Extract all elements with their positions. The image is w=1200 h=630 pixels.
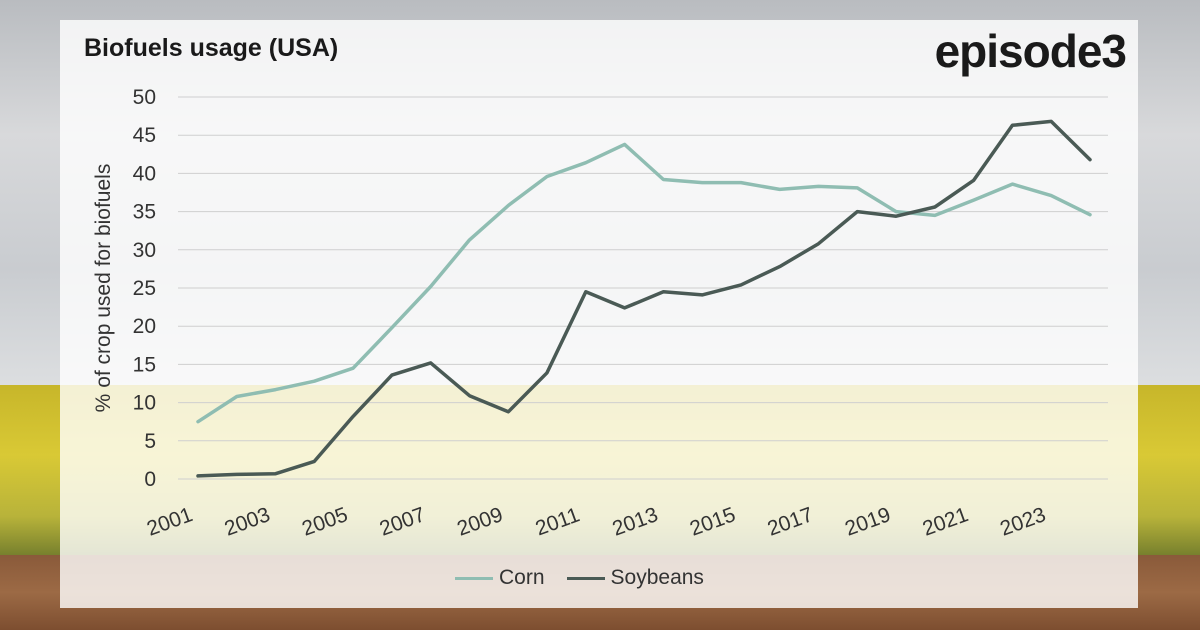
legend-swatch-soybeans: [566, 576, 605, 580]
legend: Corn Soybeans: [455, 566, 726, 590]
legend-item-soybeans: Soybeans: [566, 566, 704, 590]
x-tick-label-2013: 2013: [609, 503, 661, 541]
y-tick-label-45: 45: [133, 124, 156, 147]
y-tick-label-40: 40: [133, 162, 156, 185]
y-axis-label: % of crop used for biofuels: [92, 164, 115, 413]
y-tick-label-20: 20: [133, 315, 156, 338]
legend-label-corn: Corn: [499, 566, 545, 589]
y-tick-label-50: 50: [133, 86, 156, 109]
series-line-corn: [196, 142, 1092, 424]
y-tick-label-15: 15: [133, 353, 156, 376]
chart-panel: [60, 20, 1138, 608]
brand-logo: episode3: [934, 25, 1127, 77]
legend-swatch-corn: [455, 576, 493, 580]
x-tick-label-2023: 2023: [997, 503, 1049, 541]
y-tick-label-25: 25: [133, 277, 156, 300]
y-tick-label-0: 0: [144, 468, 156, 491]
y-tick-label-30: 30: [133, 239, 156, 262]
legend-item-corn: Corn: [455, 566, 545, 590]
x-tick-label-2001: 2001: [144, 503, 196, 541]
x-tick-label-2017: 2017: [764, 503, 816, 541]
x-tick-label-2019: 2019: [842, 503, 894, 541]
x-tick-label-2021: 2021: [920, 503, 972, 541]
x-tick-label-2009: 2009: [454, 503, 506, 541]
x-tick-label-2007: 2007: [377, 503, 429, 541]
y-tick-label-5: 5: [144, 430, 156, 453]
legend-label-soybeans: Soybeans: [610, 566, 704, 589]
y-tick-label-35: 35: [133, 201, 156, 224]
chart-title: Biofuels usage (USA): [84, 34, 339, 62]
series-line-soybeans: [196, 119, 1092, 478]
x-tick-label-2005: 2005: [299, 503, 351, 541]
x-tick-label-2015: 2015: [687, 503, 739, 541]
x-tick-label-2003: 2003: [221, 503, 273, 541]
y-tick-label-10: 10: [133, 392, 156, 415]
x-tick-label-2011: 2011: [532, 503, 582, 540]
